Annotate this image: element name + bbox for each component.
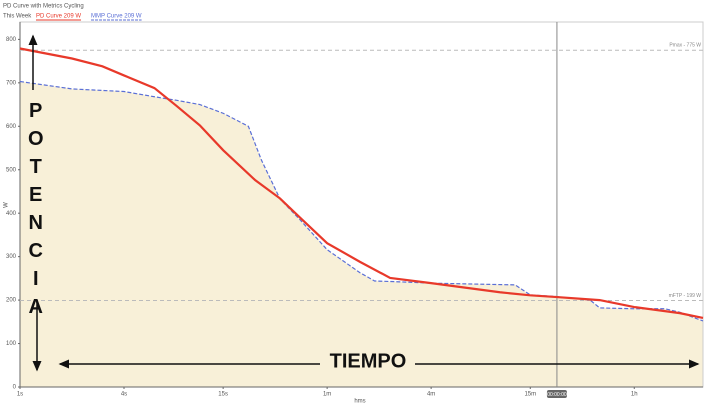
y-tick-label: 300 bbox=[6, 254, 17, 260]
subtitle: This Week bbox=[3, 14, 32, 20]
x-tick-label: 15m bbox=[524, 392, 536, 398]
cursor-label: 00:00:00 bbox=[547, 392, 567, 398]
y-tick-label: 400 bbox=[6, 211, 17, 217]
x-tick-label: 1s bbox=[17, 392, 23, 398]
plot-area: 0 100 200 300 400 500 600 700 800 1s 4s 15s 1m 4m 15m 1… bbox=[6, 21, 704, 398]
y-tick-label: 200 bbox=[6, 298, 17, 304]
x-tick-label: 4s bbox=[121, 392, 127, 398]
legend-entry: MMP Curve 209 W bbox=[91, 14, 142, 20]
y-axis-label: W bbox=[4, 202, 10, 208]
line-series bbox=[19, 80, 704, 322]
y-tick-label: 600 bbox=[6, 124, 17, 130]
legend-entry: PD Curve 209 W bbox=[36, 14, 81, 20]
area bbox=[20, 81, 703, 388]
x-axis-label: hms bbox=[354, 399, 365, 404]
chart-title: PD Curve with Metrics Cycling bbox=[3, 4, 84, 10]
x-tick-label: 15s bbox=[218, 392, 228, 398]
y-tick-label: 100 bbox=[6, 341, 17, 347]
annotation-horizontal: TIEMPO bbox=[330, 350, 407, 372]
x-tick-label: 1m bbox=[323, 392, 331, 398]
y-tick-label: 500 bbox=[6, 167, 17, 173]
reference-label: mFTP - 199 W bbox=[669, 293, 702, 299]
cursor-badge bbox=[546, 390, 567, 398]
line-series bbox=[19, 47, 704, 319]
y-tick-label: 800 bbox=[6, 37, 17, 43]
reference-label: Pmax - 775 W bbox=[669, 43, 701, 49]
y-tick-label: 700 bbox=[6, 80, 17, 86]
x-tick-label: 4m bbox=[427, 392, 435, 398]
y-tick-label: 0 bbox=[13, 385, 17, 391]
x-tick-label: 1h bbox=[631, 392, 638, 398]
annotation-vertical: POTENCIA bbox=[25, 100, 47, 324]
annotations: POTENCIA TIEMPO bbox=[25, 34, 700, 372]
